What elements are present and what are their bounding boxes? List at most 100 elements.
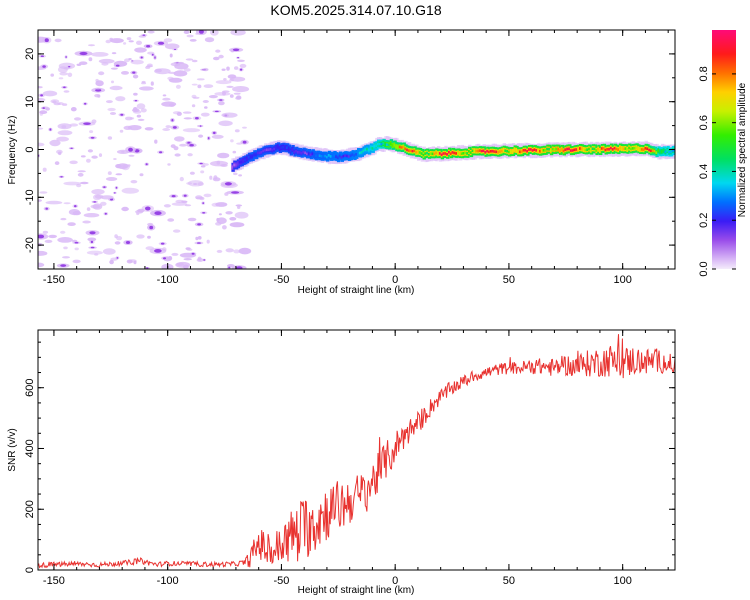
track-cell xyxy=(289,149,293,153)
noise-blob xyxy=(79,61,88,65)
track-cell xyxy=(630,147,634,151)
spectrogram-x-label: Height of straight line (km) xyxy=(298,285,415,296)
track-cell xyxy=(639,148,643,151)
noise-core xyxy=(84,102,87,105)
noise-blob xyxy=(176,111,182,116)
noise-core xyxy=(42,65,46,68)
noise-blob xyxy=(169,53,173,58)
track-cell xyxy=(619,146,623,150)
noise-core xyxy=(214,110,219,113)
noise-blob xyxy=(94,94,100,98)
noise-blob xyxy=(60,230,66,234)
track-cell xyxy=(491,149,495,153)
track-cell xyxy=(548,147,552,151)
track-cell xyxy=(318,154,323,157)
track-cell xyxy=(435,151,439,155)
track-cell xyxy=(604,148,608,152)
noise-blob xyxy=(110,38,124,44)
noise-core xyxy=(191,252,195,255)
x-tick-label: -50 xyxy=(273,575,289,587)
track-cell xyxy=(609,146,614,150)
noise-core xyxy=(207,137,210,140)
noise-core xyxy=(68,66,71,68)
noise-blob xyxy=(163,204,171,208)
noise-blob xyxy=(88,44,95,47)
track-cell xyxy=(397,145,401,149)
noise-blob xyxy=(209,175,213,180)
noise-blob xyxy=(202,67,209,72)
noise-blob xyxy=(234,129,240,133)
y-tick-label: 400 xyxy=(24,439,36,457)
track-cell xyxy=(637,147,641,151)
track-cell xyxy=(568,147,572,151)
noise-blob xyxy=(127,164,131,167)
track-cell xyxy=(664,150,668,154)
noise-blob xyxy=(226,85,234,88)
track-cell xyxy=(480,149,485,153)
noise-blob xyxy=(136,234,145,239)
track-cell xyxy=(589,148,594,152)
track-cell xyxy=(315,154,319,158)
noise-blob xyxy=(221,68,226,71)
track-cell xyxy=(553,148,557,151)
noise-blob xyxy=(214,92,231,96)
noise-blob xyxy=(113,158,117,160)
noise-blob xyxy=(216,217,220,222)
track-cell xyxy=(484,151,488,154)
noise-blob xyxy=(171,252,179,256)
noise-blob xyxy=(72,259,81,264)
noise-core xyxy=(90,136,95,139)
noise-blob xyxy=(86,158,91,163)
noise-blob xyxy=(193,183,198,185)
noise-blob xyxy=(105,39,111,44)
noise-blob xyxy=(182,111,192,114)
track-cell xyxy=(648,148,652,152)
track-cell xyxy=(264,148,268,152)
noise-blob xyxy=(62,256,70,259)
noise-blob xyxy=(106,100,113,104)
noise-core xyxy=(45,207,48,210)
track-cell xyxy=(571,149,576,152)
noise-blob xyxy=(163,38,173,43)
noise-core xyxy=(65,56,67,58)
noise-blob xyxy=(215,80,232,85)
noise-blob xyxy=(182,128,201,133)
track-cell xyxy=(386,143,390,146)
x-tick-label: -100 xyxy=(157,274,179,286)
y-tick-label: 20 xyxy=(24,48,36,60)
track-cell xyxy=(267,148,272,151)
track-cell xyxy=(444,152,448,155)
spectrogram-track xyxy=(231,136,675,173)
track-cell xyxy=(269,148,273,151)
noise-blob xyxy=(121,71,129,75)
noise-core xyxy=(128,147,133,152)
track-cell xyxy=(258,151,263,155)
snr-panel: -150 -100 -50 0 50 100 0 200 400 600 Height of st… xyxy=(7,329,676,596)
track-cell xyxy=(646,147,650,150)
noise-blob xyxy=(95,80,104,87)
track-cell xyxy=(599,149,603,152)
track-cell xyxy=(528,148,532,151)
noise-blob xyxy=(229,222,245,228)
track-cell xyxy=(284,146,288,150)
noise-core xyxy=(198,30,204,34)
noise-core xyxy=(113,192,116,194)
noise-blob xyxy=(225,248,234,253)
track-cell xyxy=(420,152,425,155)
noise-blob xyxy=(63,246,68,250)
track-cell xyxy=(251,155,255,158)
track-cell xyxy=(659,150,663,154)
noise-blob xyxy=(57,237,73,243)
track-cell xyxy=(511,150,516,153)
track-cell xyxy=(245,157,250,161)
noise-core xyxy=(79,51,88,56)
track-cell xyxy=(471,149,475,153)
noise-blob xyxy=(38,86,43,89)
noise-blob xyxy=(184,204,192,207)
noise-blob xyxy=(57,123,72,130)
noise-blob xyxy=(179,176,184,182)
track-cell xyxy=(291,148,295,151)
y-tick-label: 200 xyxy=(24,500,36,518)
noise-blob xyxy=(221,112,238,118)
noise-blob xyxy=(232,150,237,154)
